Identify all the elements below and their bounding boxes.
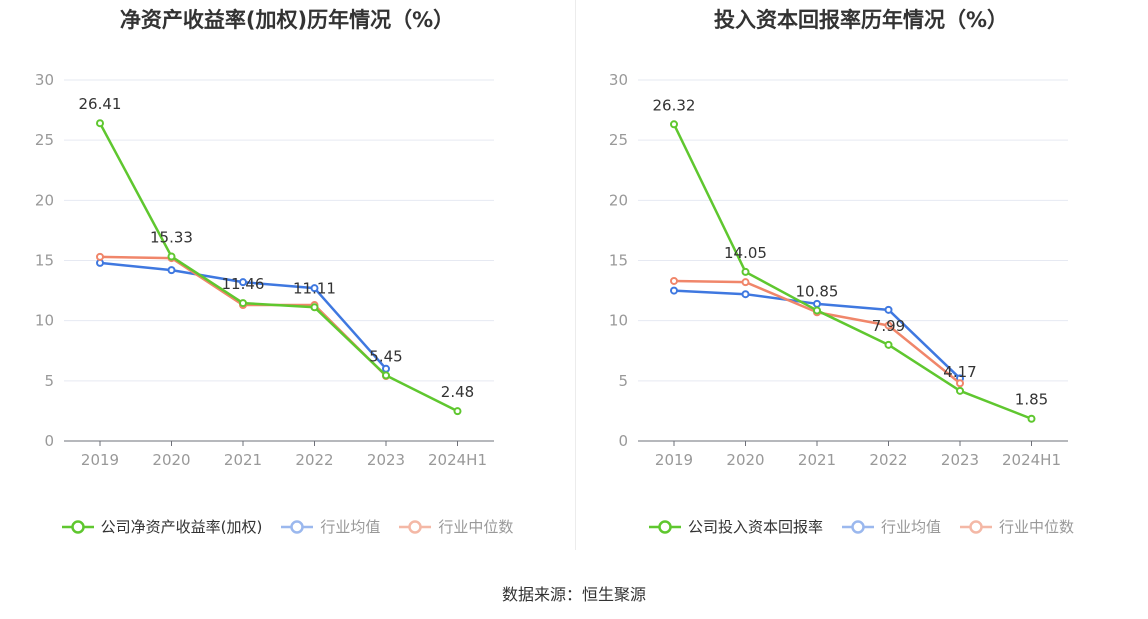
data-label: 11.11 — [293, 279, 336, 297]
data-source-note: 数据来源：恒生聚源 — [501, 585, 646, 604]
chart-title: 净资产收益率(加权)历年情况（%） — [119, 8, 455, 32]
chart-panel-roe: 净资产收益率(加权)历年情况（%） 0 5 10 15 20 25 30 2019 2020 20… — [0, 0, 574, 560]
x-tick-label: 2024H1 — [1002, 451, 1061, 469]
x-tick-label: 2023 — [941, 451, 979, 469]
y-tick-label: 20 — [35, 191, 54, 209]
data-label: 15.33 — [150, 229, 193, 247]
company-series-line — [98, 122, 459, 413]
company-series-point — [96, 119, 104, 128]
legend-item-industry-average[interactable]: 行业均值 — [841, 516, 941, 537]
industry-average-series-point — [813, 299, 821, 308]
industry-median-series-point — [741, 278, 750, 287]
x-tick-label: 2019 — [655, 451, 693, 469]
data-label: 10.85 — [796, 282, 839, 300]
y-tick-label: 25 — [609, 131, 628, 149]
company-series-point — [813, 306, 821, 315]
y-tick-label: 10 — [609, 312, 628, 330]
legend-line-circle-icon — [399, 519, 432, 534]
company-series-point — [1027, 414, 1036, 423]
legend-label: 行业均值 — [320, 518, 381, 536]
y-tick-label: 15 — [35, 252, 54, 270]
data-label: 5.45 — [369, 347, 402, 365]
data-label: 14.05 — [724, 244, 767, 262]
legend-label: 行业中位数 — [438, 518, 514, 536]
data-label: 4.17 — [943, 363, 976, 381]
roe-line-chart: 0 5 10 15 20 25 30 2019 2020 2021 2022 2023 2024H1 26… — [35, 71, 494, 469]
legend-item-industry-median[interactable]: 行业中位数 — [398, 516, 513, 537]
y-tick-label: 30 — [609, 71, 628, 89]
x-tick-label: 2019 — [81, 451, 119, 469]
company-series-point — [310, 303, 319, 312]
company-series-point — [382, 371, 390, 380]
industry-average-series-point — [310, 284, 319, 293]
industry-average-series-point — [382, 364, 390, 373]
company-series-point — [670, 120, 678, 129]
y-tick-label: 5 — [618, 372, 628, 390]
y-tick-label: 0 — [44, 432, 54, 450]
industry-average-series-point — [167, 266, 176, 275]
industry-average-series-point — [239, 278, 247, 287]
company-series-point — [453, 407, 462, 416]
company-series-line — [672, 123, 1032, 420]
industry-median-series-point — [670, 276, 678, 285]
data-label: 11.46 — [222, 275, 265, 293]
data-label: 1.85 — [1015, 391, 1048, 409]
company-series-point — [167, 252, 176, 261]
company-series-point — [741, 267, 750, 276]
x-tick-label: 2021 — [224, 451, 262, 469]
data-label: 7.99 — [872, 317, 905, 335]
company-series-point — [239, 299, 247, 308]
legend-label: 行业均值 — [880, 518, 941, 536]
y-tick-label: 5 — [44, 372, 54, 390]
industry-average-series-point — [884, 305, 893, 314]
data-label: 26.32 — [653, 96, 696, 114]
x-tick-label: 2020 — [726, 451, 764, 469]
industry-median-series-point — [956, 379, 964, 388]
data-label: 2.48 — [441, 383, 474, 401]
roic-line-chart: 0 5 10 15 20 25 30 2019 2020 2021 2022 2023 2024H1 26… — [609, 71, 1068, 469]
legend-label: 公司投入资本回报率 — [687, 518, 823, 536]
x-tick-label: 2020 — [152, 451, 190, 469]
y-tick-label: 25 — [35, 131, 54, 149]
x-tick-label: 2024H1 — [428, 451, 487, 469]
y-tick-label: 15 — [609, 252, 628, 270]
x-tick-label: 2021 — [798, 451, 836, 469]
legend-line-circle-icon — [281, 519, 314, 534]
legend-line-circle-icon — [648, 519, 681, 534]
legend-line-circle-icon — [960, 519, 992, 534]
x-tick-label: 2022 — [869, 451, 907, 469]
panel-divider — [575, 0, 576, 550]
y-tick-label: 0 — [618, 432, 628, 450]
x-tick-label: 2023 — [367, 451, 405, 469]
legend-item-company[interactable]: 公司净资产收益率(加权) — [61, 516, 263, 537]
chart-legend: 公司投入资本回报率 行业均值 行业中位数 — [574, 516, 1148, 537]
legend-item-industry-average[interactable]: 行业均值 — [280, 516, 380, 537]
legend-line-circle-icon — [841, 519, 874, 534]
y-tick-label: 20 — [609, 191, 628, 209]
industry-median-series-point — [884, 321, 893, 330]
legend-label: 行业中位数 — [999, 518, 1075, 536]
industry-median-series-point — [96, 252, 104, 261]
industry-average-series-point — [670, 286, 678, 295]
company-series-point — [956, 386, 964, 395]
chart-panel-roic: 投入资本回报率历年情况（%） 0 5 10 15 20 25 30 2019 2020 2021 2… — [574, 0, 1148, 560]
legend-item-industry-median[interactable]: 行业中位数 — [959, 516, 1074, 537]
y-tick-label: 10 — [35, 312, 54, 330]
data-label: 26.41 — [79, 95, 122, 113]
industry-average-series-point — [741, 290, 750, 299]
x-tick-label: 2022 — [295, 451, 333, 469]
chart-legend: 公司净资产收益率(加权) 行业均值 行业中位数 — [0, 516, 574, 537]
legend-line-circle-icon — [61, 519, 94, 534]
y-tick-label: 30 — [35, 71, 54, 89]
chart-title: 投入资本回报率历年情况（%） — [713, 8, 1009, 32]
legend-item-company[interactable]: 公司投入资本回报率 — [648, 516, 823, 537]
company-series-point — [884, 340, 893, 349]
legend-label: 公司净资产收益率(加权) — [100, 518, 263, 536]
